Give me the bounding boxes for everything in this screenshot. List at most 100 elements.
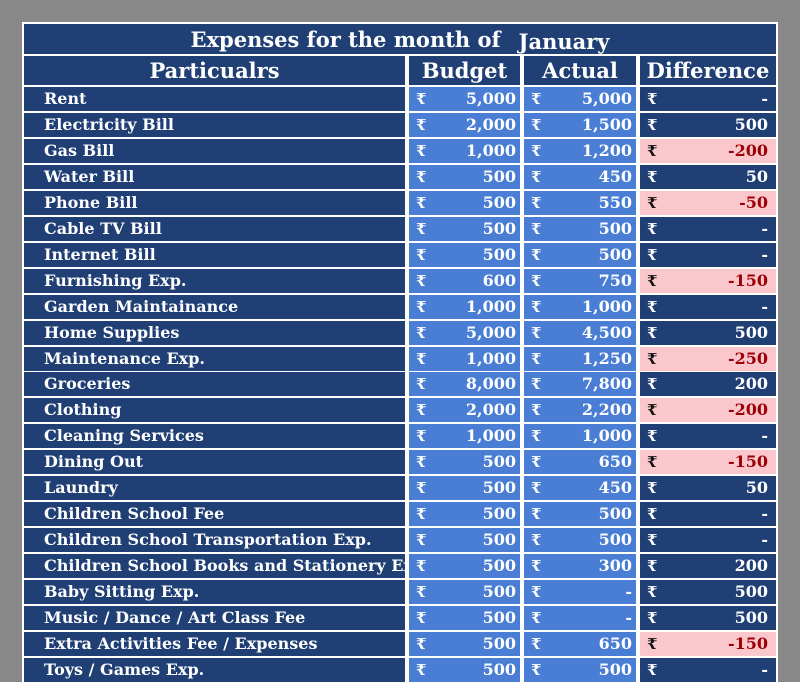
actual-cell[interactable]: ₹1,000 bbox=[524, 294, 636, 319]
particular-cell[interactable]: Children School Books and Stationery Exp bbox=[24, 554, 405, 579]
actual-cell[interactable]: ₹2,200 bbox=[524, 398, 636, 423]
particular-cell[interactable]: Toys / Games Exp. bbox=[24, 657, 405, 682]
actual-cell[interactable]: ₹ - bbox=[524, 606, 636, 630]
difference-cell[interactable]: ₹ - bbox=[640, 216, 776, 241]
particular-cell[interactable]: Home Supplies bbox=[24, 320, 405, 345]
actual-cell[interactable]: ₹500 bbox=[524, 242, 636, 267]
budget-cell[interactable]: ₹5,000 bbox=[409, 87, 520, 111]
particular-cell[interactable]: Dining Out bbox=[24, 450, 405, 475]
budget-cell[interactable]: ₹500 bbox=[409, 657, 520, 682]
difference-cell[interactable]: ₹200 bbox=[640, 372, 776, 397]
particular-cell[interactable]: Children School Transportation Exp. bbox=[24, 528, 405, 553]
budget-cell[interactable]: ₹5,000 bbox=[409, 320, 520, 345]
difference-cell[interactable]: ₹500 bbox=[640, 580, 776, 605]
difference-cell[interactable]: ₹200 bbox=[640, 554, 776, 579]
difference-cell[interactable]: ₹500 bbox=[640, 320, 776, 345]
difference-cell[interactable]: ₹50 bbox=[640, 164, 776, 189]
particular-cell[interactable]: Internet Bill bbox=[24, 242, 405, 267]
budget-cell[interactable]: ₹2,000 bbox=[409, 398, 520, 423]
particular-cell[interactable]: Baby Sitting Exp. bbox=[24, 580, 405, 605]
actual-cell[interactable]: ₹5,000 bbox=[524, 87, 636, 111]
budget-cell[interactable]: ₹1,000 bbox=[409, 138, 520, 163]
actual-cell[interactable]: ₹450 bbox=[524, 476, 636, 501]
difference-cell[interactable]: ₹ -150 bbox=[640, 268, 776, 293]
budget-cell[interactable]: ₹500 bbox=[409, 554, 520, 579]
budget-cell[interactable]: ₹500 bbox=[409, 580, 520, 605]
difference-cell[interactable]: ₹ - bbox=[640, 424, 776, 449]
budget-cell[interactable]: ₹500 bbox=[409, 606, 520, 630]
particular-cell[interactable]: Cleaning Services bbox=[24, 424, 405, 449]
difference-cell[interactable]: ₹500 bbox=[640, 606, 776, 630]
title-row[interactable]: Expenses for the month of January bbox=[24, 24, 776, 54]
budget-cell[interactable]: ₹500 bbox=[409, 216, 520, 241]
actual-cell[interactable]: ₹500 bbox=[524, 502, 636, 527]
budget-cell[interactable]: ₹500 bbox=[409, 190, 520, 215]
difference-cell[interactable]: ₹ -50 bbox=[640, 190, 776, 215]
actual-cell[interactable]: ₹1,250 bbox=[524, 346, 636, 371]
particular-cell[interactable]: Phone Bill bbox=[24, 190, 405, 215]
header-budget[interactable]: Budget bbox=[409, 56, 520, 85]
particular-cell[interactable]: Maintenance Exp. bbox=[24, 346, 405, 371]
actual-cell[interactable]: ₹300 bbox=[524, 554, 636, 579]
actual-cell[interactable]: ₹750 bbox=[524, 268, 636, 293]
particular-cell[interactable]: Music / Dance / Art Class Fee bbox=[24, 606, 405, 630]
difference-cell[interactable]: ₹ - bbox=[640, 294, 776, 319]
actual-cell[interactable]: ₹1,500 bbox=[524, 112, 636, 137]
actual-cell[interactable]: ₹650 bbox=[524, 450, 636, 475]
budget-cell[interactable]: ₹1,000 bbox=[409, 294, 520, 319]
difference-cell[interactable]: ₹ -150 bbox=[640, 631, 776, 656]
budget-cell[interactable]: ₹500 bbox=[409, 528, 520, 553]
budget-cell[interactable]: ₹8,000 bbox=[409, 372, 520, 397]
actual-cell[interactable]: ₹4,500 bbox=[524, 320, 636, 345]
particular-cell[interactable]: Rent bbox=[24, 87, 405, 111]
actual-cell[interactable]: ₹550 bbox=[524, 190, 636, 215]
budget-cell[interactable]: ₹500 bbox=[409, 476, 520, 501]
difference-cell[interactable]: ₹ -200 bbox=[640, 398, 776, 423]
header-particulars[interactable]: Particualrs bbox=[24, 56, 405, 85]
particular-cell[interactable]: Cable TV Bill bbox=[24, 216, 405, 241]
budget-value: 1,000 bbox=[465, 348, 516, 368]
particular-cell[interactable]: Clothing bbox=[24, 398, 405, 423]
actual-cell[interactable]: ₹500 bbox=[524, 528, 636, 553]
actual-cell[interactable]: ₹450 bbox=[524, 164, 636, 189]
difference-cell[interactable]: ₹ - bbox=[640, 242, 776, 267]
actual-cell[interactable]: ₹500 bbox=[524, 657, 636, 682]
actual-cell[interactable]: ₹1,200 bbox=[524, 138, 636, 163]
difference-cell[interactable]: ₹ -250 bbox=[640, 346, 776, 371]
difference-cell[interactable]: ₹50 bbox=[640, 476, 776, 501]
difference-cell[interactable]: ₹ -200 bbox=[640, 138, 776, 163]
difference-cell[interactable]: ₹ -150 bbox=[640, 450, 776, 475]
particular-cell[interactable]: Extra Activities Fee / Expenses bbox=[24, 631, 405, 656]
month-value[interactable]: January bbox=[518, 28, 610, 54]
budget-cell[interactable]: ₹500 bbox=[409, 502, 520, 527]
particular-cell[interactable]: Gas Bill bbox=[24, 138, 405, 163]
difference-cell[interactable]: ₹ - bbox=[640, 528, 776, 553]
budget-cell[interactable]: ₹500 bbox=[409, 450, 520, 475]
budget-cell[interactable]: ₹1,000 bbox=[409, 346, 520, 371]
budget-cell[interactable]: ₹500 bbox=[409, 242, 520, 267]
header-difference[interactable]: Difference bbox=[640, 56, 776, 85]
particular-cell[interactable]: Children School Fee bbox=[24, 502, 405, 527]
budget-cell[interactable]: ₹500 bbox=[409, 164, 520, 189]
actual-cell[interactable]: ₹1,000 bbox=[524, 424, 636, 449]
budget-cell[interactable]: ₹600 bbox=[409, 268, 520, 293]
particular-cell[interactable]: Water Bill bbox=[24, 164, 405, 189]
particular-cell[interactable]: Electricity Bill bbox=[24, 112, 405, 137]
particular-cell[interactable]: Furnishing Exp. bbox=[24, 268, 405, 293]
budget-cell[interactable]: ₹500 bbox=[409, 631, 520, 656]
budget-cell[interactable]: ₹1,000 bbox=[409, 424, 520, 449]
actual-cell[interactable]: ₹7,800 bbox=[524, 372, 636, 397]
actual-cell[interactable]: ₹650 bbox=[524, 631, 636, 656]
actual-cell[interactable]: ₹ - bbox=[524, 580, 636, 605]
actual-cell[interactable]: ₹500 bbox=[524, 216, 636, 241]
difference-cell[interactable]: ₹500 bbox=[640, 112, 776, 137]
particular-cell[interactable]: Laundry bbox=[24, 476, 405, 501]
difference-cell[interactable]: ₹ - bbox=[640, 657, 776, 682]
difference-cell[interactable]: ₹ - bbox=[640, 502, 776, 527]
particular-cell[interactable]: Groceries bbox=[24, 372, 405, 397]
budget-cell[interactable]: ₹2,000 bbox=[409, 112, 520, 137]
difference-value: -150 bbox=[727, 270, 768, 290]
difference-cell[interactable]: ₹ - bbox=[640, 87, 776, 111]
particular-cell[interactable]: Garden Maintainance bbox=[24, 294, 405, 319]
header-actual[interactable]: Actual bbox=[524, 56, 636, 85]
